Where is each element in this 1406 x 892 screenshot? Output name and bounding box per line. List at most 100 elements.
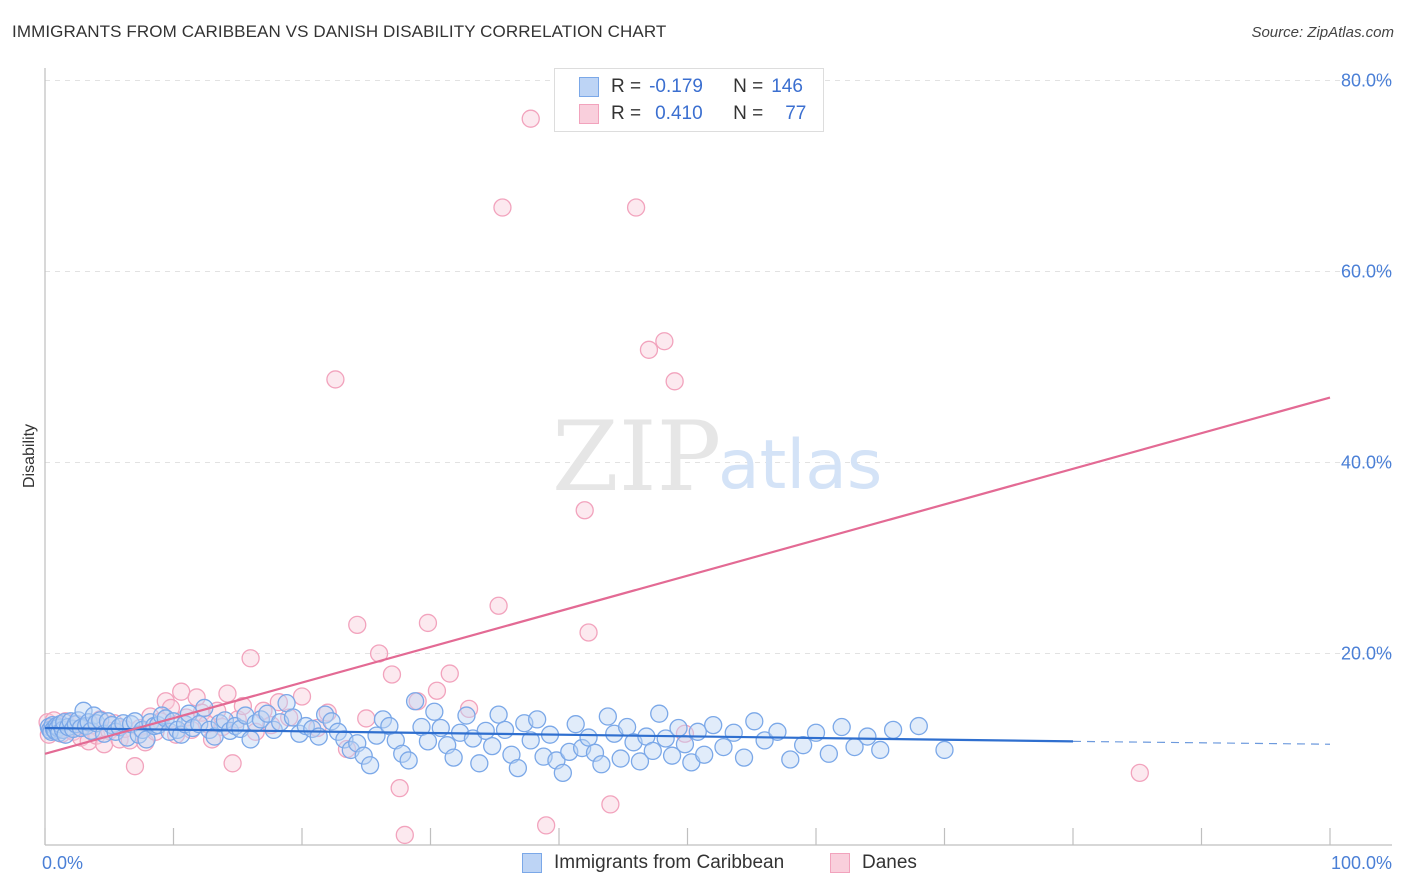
caribbean-point [215, 711, 235, 730]
caribbean-point [322, 712, 341, 731]
caribbean-point [669, 718, 688, 738]
bottom-legend-label: Danes [862, 852, 917, 873]
danes-point [348, 615, 367, 634]
caribbean-point [444, 748, 463, 767]
caribbean-trend-line [44, 726, 1074, 743]
caribbean-point [592, 755, 611, 774]
caribbean-point [650, 704, 669, 723]
watermark-zip: ZIP [552, 401, 721, 513]
legend-r-value: 0.410 [655, 103, 703, 124]
caribbean-point [871, 740, 890, 760]
danes-point [521, 109, 540, 128]
source-label: Source: ZipAtlas.com [1251, 24, 1394, 41]
caribbean-point [714, 737, 733, 757]
caribbean-point [508, 758, 528, 778]
watermark-atlas: atlas [718, 426, 882, 505]
danes-point [427, 681, 447, 700]
danes-point [218, 684, 237, 703]
caribbean-point [521, 731, 540, 750]
caribbean-point [755, 731, 774, 750]
caribbean-point [611, 749, 630, 768]
caribbean-point [495, 720, 515, 740]
bottom-legend-label: Immigrants from Caribbean [554, 852, 785, 873]
caribbean-trend-extension [1072, 740, 1331, 745]
legend-r-label: R = [611, 103, 642, 124]
caribbean-point [585, 743, 605, 762]
caribbean-point [858, 727, 877, 746]
y-tick-label: 40.0% [1341, 453, 1392, 473]
bottom-legend-danes: Danes [830, 852, 917, 874]
caribbean-point [241, 730, 260, 749]
danes-point [579, 623, 598, 642]
caribbean-point [566, 715, 585, 734]
danes-point [223, 754, 242, 773]
caribbean-point [470, 754, 489, 773]
danes-point [279, 708, 299, 727]
caribbean-point [489, 705, 508, 724]
danes-point [292, 687, 312, 706]
danes-point [395, 825, 414, 845]
caribbean-point [643, 741, 662, 761]
caribbean-point [704, 715, 723, 735]
danes-point [1130, 763, 1149, 783]
y-axis-label: Disability [21, 424, 38, 488]
danes-point [318, 703, 337, 722]
y-tick-label: 80.0% [1341, 71, 1392, 91]
danes-point [537, 816, 556, 835]
caribbean-point [399, 751, 418, 770]
danes-point [575, 501, 594, 520]
caribbean-point [909, 716, 928, 736]
caribbean-point [695, 745, 714, 764]
danes-point [626, 198, 646, 217]
caribbean-point [794, 736, 813, 755]
chart-title: IMMIGRANTS FROM CARIBBEAN VS DANISH DISA… [12, 22, 667, 41]
caribbean-point [662, 746, 682, 765]
caribbean-point [935, 740, 954, 760]
x-tick-label: 0.0% [42, 853, 83, 873]
danes-point [665, 372, 684, 391]
caribbean-point [724, 723, 743, 742]
danes-point [639, 340, 659, 359]
caribbean-point [354, 746, 373, 765]
legend-row-caribbean: R = -0.179 N = 146 [579, 75, 803, 99]
caribbean-point [883, 720, 903, 740]
danes-trend-line [44, 396, 1331, 755]
legend-n-value: 146 [771, 76, 803, 97]
legend-swatch-blue [579, 77, 599, 97]
danes-point [241, 649, 260, 668]
caribbean-point [210, 714, 229, 733]
x-tick-label: 100.0% [1331, 853, 1392, 873]
caribbean-point [315, 705, 335, 724]
danes-point [440, 664, 459, 683]
grid-lines [45, 80, 1392, 654]
legend-r-label: R = [611, 76, 642, 97]
caribbean-point [373, 710, 393, 729]
caribbean-point [258, 704, 277, 723]
danes-point [655, 332, 674, 351]
y-tick-label: 60.0% [1341, 262, 1392, 282]
legend-row-danes: R = 0.410 N = 77 [579, 102, 806, 126]
caribbean-point [579, 728, 598, 747]
caribbean-point [630, 752, 650, 771]
bottom-legend-swatch-blue [522, 853, 542, 873]
legend-r-value: -0.179 [649, 76, 703, 97]
danes-point [489, 596, 508, 615]
watermark: ZIP atlas [552, 401, 882, 513]
tick-labels: 20.0% 40.0% 60.0% 80.0% 0.0% 100.0% [42, 71, 1392, 874]
danes-point [269, 693, 289, 712]
y-tick-label: 20.0% [1341, 644, 1392, 664]
danes-point [326, 370, 345, 389]
danes-point [357, 709, 376, 728]
legend-swatch-pink [579, 104, 599, 124]
caribbean-point [528, 710, 547, 729]
legend: R = -0.179 N = 146 R = 0.410 N = 77 [554, 68, 824, 132]
caribbean-point [74, 701, 93, 720]
caribbean-point [393, 744, 412, 763]
caribbean-point [418, 732, 438, 751]
caribbean-point [617, 717, 637, 737]
bottom-legend-caribbean: Immigrants from Caribbean [522, 852, 784, 874]
danes-point [601, 795, 620, 814]
caribbean-point [832, 717, 851, 737]
trend-lines [44, 396, 1331, 755]
axes [44, 68, 1392, 846]
